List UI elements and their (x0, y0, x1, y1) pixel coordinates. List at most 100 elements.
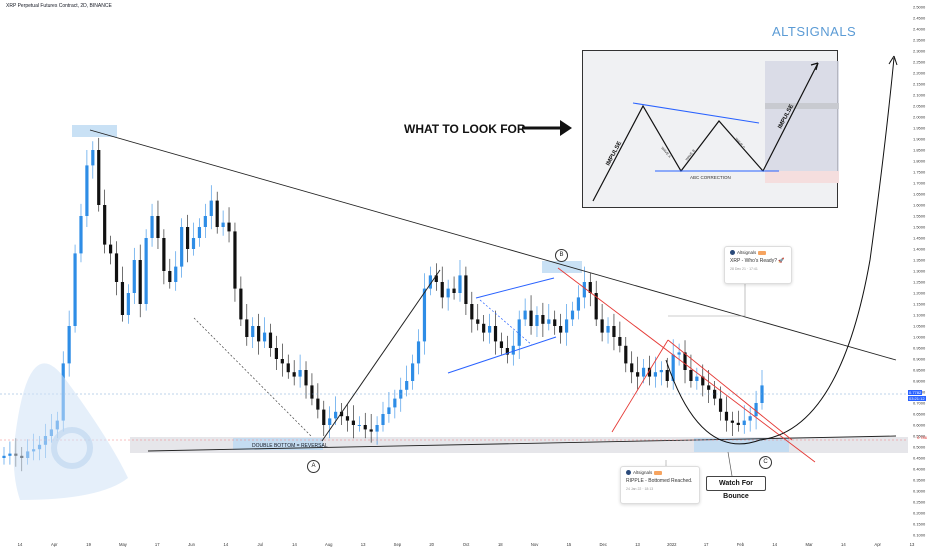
impulse-line (321, 269, 441, 442)
candle-body (126, 293, 130, 315)
candle-body (156, 216, 160, 238)
idea-card-top[interactable]: Altsignals XRP - Who's Ready? 🚀 28 Dec 2… (724, 246, 792, 284)
candle-body (310, 385, 314, 399)
y-tick-label: 1.1500 (913, 302, 926, 307)
y-tick-label: 0.4000 (913, 467, 926, 472)
y-tick-label: 0.8500 (913, 368, 926, 373)
y-tick-label: 2.3500 (913, 38, 926, 43)
y-tick-label: 1.6000 (913, 203, 926, 208)
y-tick-label: 1.8500 (913, 148, 926, 153)
avatar (730, 250, 735, 255)
x-tick-label: May (119, 542, 128, 547)
x-tick-label: 18 (498, 542, 503, 547)
y-tick-label: 1.4000 (913, 247, 926, 252)
x-tick-label: 14 (841, 542, 846, 547)
inset-zone (765, 103, 839, 109)
y-tick-label: 0.6000 (913, 423, 926, 428)
x-tick-label: Oct (463, 542, 470, 547)
channel-bottom (447, 336, 557, 374)
x-tick-label: 14 (292, 542, 297, 547)
candle-body (251, 326, 255, 337)
candle-body (381, 414, 385, 425)
x-tick-label: Apr (874, 542, 881, 547)
candle-body (499, 341, 504, 348)
idea-card-bottom[interactable]: Altsignals RIPPLE - Bottomed Reached. 24… (620, 466, 700, 504)
y-tick-label: 1.9000 (913, 137, 926, 142)
inset-wave-b: WAVE B (685, 148, 697, 161)
y-tick-label: 0.2500 (913, 500, 926, 505)
abc-line (667, 339, 793, 441)
x-tick-label: 20 (429, 542, 434, 547)
y-tick-label: 1.9500 (913, 126, 926, 131)
y-tick-label: 0.5500 (913, 434, 926, 439)
inset-impulse-left: IMPULSE (605, 141, 623, 167)
wave-label-a: A (307, 460, 320, 473)
pattern-path (592, 62, 819, 202)
candle-body (357, 425, 361, 426)
x-tick-label: 2022 (667, 542, 677, 547)
y-tick-label: 2.1000 (913, 93, 926, 98)
y-tick-label: 2.0500 (913, 104, 926, 109)
y-tick-label: 0.5000 (913, 445, 926, 450)
candle-body (316, 398, 320, 410)
y-tick-label: 1.0500 (913, 324, 926, 329)
candle-body (322, 409, 326, 425)
candle-body (209, 200, 213, 216)
candle-body (369, 429, 373, 432)
candle-body (262, 332, 267, 342)
y-tick-label: 2.5000 (913, 5, 926, 10)
candle-body (582, 282, 586, 298)
candle-body (671, 354, 675, 381)
candle-body (280, 359, 284, 364)
candle-body (630, 363, 634, 373)
channel-top (475, 277, 555, 299)
candle-body (203, 216, 207, 227)
inset-zone (765, 171, 839, 183)
support-trendline (147, 435, 897, 452)
candle-body (718, 398, 723, 412)
candle-body (274, 348, 279, 359)
candle-body (606, 326, 610, 333)
candle-body (434, 275, 438, 282)
candle-body (570, 310, 575, 320)
watch-for-bounce-label: Watch For Bounce (706, 476, 766, 500)
candle-body (108, 244, 113, 254)
candle-body (677, 352, 681, 355)
candle-body (517, 319, 521, 346)
candle-body (636, 372, 640, 377)
candle-body (683, 352, 687, 370)
candle-body (600, 319, 604, 333)
candle-body (416, 341, 421, 364)
x-tick-label: 13 (910, 542, 915, 547)
candle-body (215, 200, 219, 227)
y-tick-label: 2.0000 (913, 115, 926, 120)
fib-level-label: 0.786 (917, 435, 928, 440)
candle-body (748, 416, 752, 421)
candle-body (8, 453, 12, 456)
candle-body (304, 370, 308, 386)
logo-watermark-ring (51, 427, 93, 469)
what-arrowhead (560, 120, 572, 136)
x-tick-label: 19 (86, 542, 91, 547)
candle-body (535, 315, 539, 326)
candle-body (120, 282, 125, 315)
x-tick-label: Apr (51, 542, 58, 547)
candle-body (328, 418, 332, 425)
candle-body (67, 326, 71, 364)
what-to-look-for-label: WHAT TO LOOK FOR (404, 122, 526, 136)
y-tick-label: 1.3500 (913, 258, 926, 263)
candle-body (689, 370, 693, 381)
candle-body (2, 455, 6, 458)
candle-body (180, 227, 184, 267)
avatar (626, 470, 631, 475)
connector (668, 282, 746, 317)
y-tick-label: 0.9500 (913, 346, 926, 351)
candle-body (185, 227, 190, 249)
y-tick-label: 1.7500 (913, 170, 926, 175)
projection-arrowhead (888, 55, 898, 66)
candle-body (375, 425, 379, 432)
candle-body (529, 310, 533, 326)
y-tick-label: 1.8000 (913, 159, 926, 164)
candle-body (428, 275, 432, 289)
descending-trendline (89, 129, 897, 361)
